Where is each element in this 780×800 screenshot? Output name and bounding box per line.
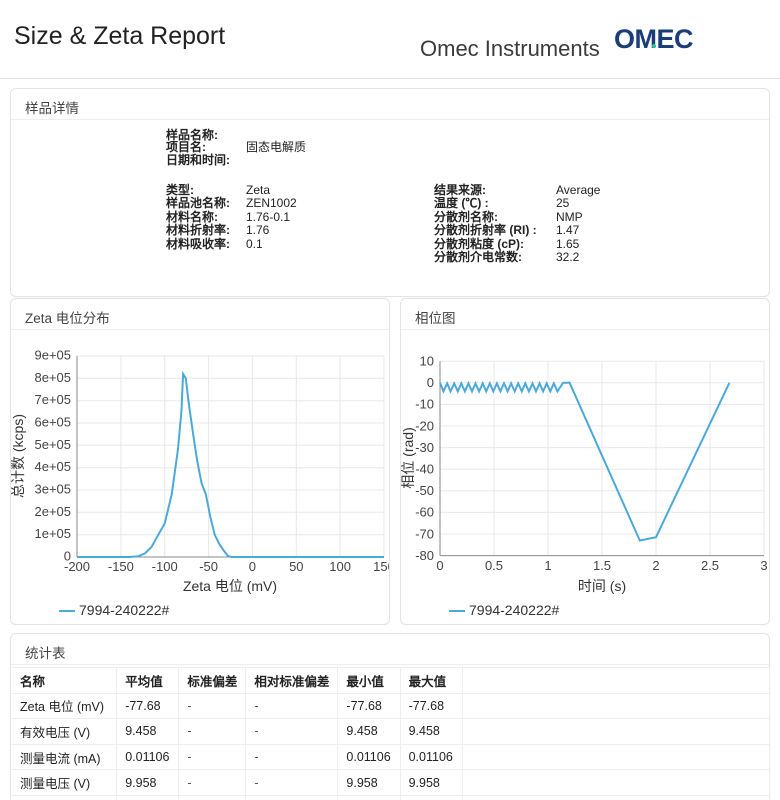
- svg-text:7994-240222#: 7994-240222#: [79, 602, 170, 618]
- svg-text:-30: -30: [415, 440, 434, 455]
- svg-text:OMEC: OMEC: [614, 24, 693, 54]
- svg-text:2.5: 2.5: [701, 558, 719, 573]
- svg-text:-10: -10: [415, 397, 434, 412]
- svg-text:-200: -200: [64, 559, 90, 574]
- svg-text:5e+05: 5e+05: [34, 437, 71, 452]
- svg-text:-70: -70: [415, 526, 434, 541]
- svg-text:1.5: 1.5: [593, 558, 611, 573]
- svg-text:7994-240222#: 7994-240222#: [469, 602, 560, 618]
- svg-text:3: 3: [760, 558, 767, 573]
- svg-text:-100: -100: [152, 559, 178, 574]
- svg-text:0.5: 0.5: [485, 558, 503, 573]
- svg-text:时间 (s): 时间 (s): [578, 578, 626, 594]
- svg-text:7e+05: 7e+05: [34, 392, 71, 407]
- svg-text:0: 0: [427, 375, 434, 390]
- svg-text:3e+05: 3e+05: [34, 482, 71, 497]
- svg-text:1: 1: [544, 558, 551, 573]
- svg-text:1e+05: 1e+05: [34, 526, 71, 541]
- svg-text:-20: -20: [415, 418, 434, 433]
- svg-text:50: 50: [289, 559, 303, 574]
- svg-text:0: 0: [436, 558, 443, 573]
- svg-text:2: 2: [652, 558, 659, 573]
- svg-text:10: 10: [420, 354, 434, 369]
- svg-text:总计数 (kcps): 总计数 (kcps): [11, 414, 26, 498]
- svg-text:-50: -50: [199, 559, 218, 574]
- svg-text:-40: -40: [415, 462, 434, 477]
- svg-text:-60: -60: [415, 505, 434, 520]
- svg-text:150: 150: [373, 559, 390, 574]
- svg-text:-150: -150: [108, 559, 134, 574]
- svg-text:-50: -50: [415, 483, 434, 498]
- svg-text:-80: -80: [415, 548, 434, 563]
- svg-text:8e+05: 8e+05: [34, 370, 71, 385]
- svg-text:6e+05: 6e+05: [34, 415, 71, 430]
- svg-text:Zeta 电位 (mV): Zeta 电位 (mV): [183, 578, 277, 594]
- svg-text:2e+05: 2e+05: [34, 504, 71, 519]
- svg-text:4e+05: 4e+05: [34, 459, 71, 474]
- svg-text:0: 0: [249, 559, 256, 574]
- svg-text:相位 (rad): 相位 (rad): [401, 427, 416, 488]
- svg-text:9e+05: 9e+05: [34, 348, 71, 363]
- svg-text:100: 100: [329, 559, 351, 574]
